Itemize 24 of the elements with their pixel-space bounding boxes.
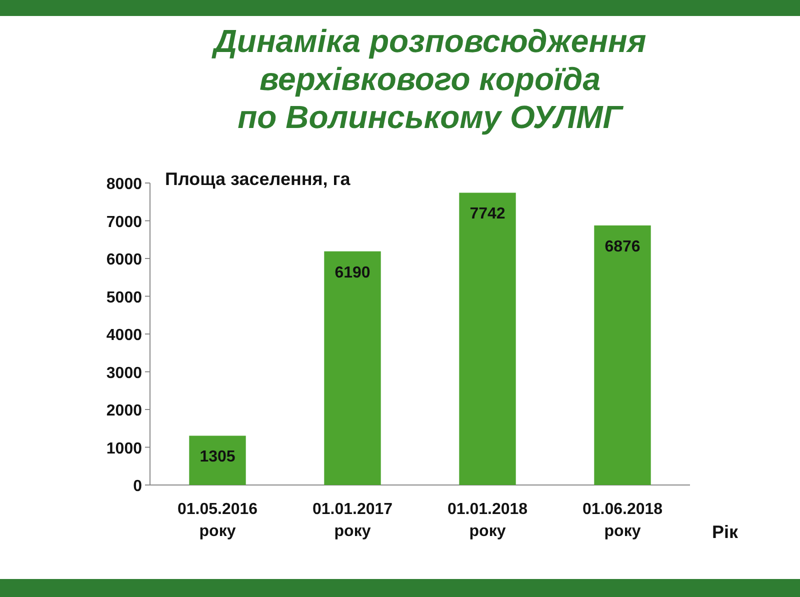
y-tick-label: 0 bbox=[133, 478, 142, 495]
x-tick-label: 01.01.2017 року bbox=[312, 501, 393, 540]
data-label: 6190 bbox=[334, 264, 370, 282]
x-tick-label: 01.06.2018 року bbox=[582, 501, 663, 540]
y-tick-label: 8000 bbox=[106, 176, 142, 193]
x-axis-title: Рік bbox=[712, 522, 740, 542]
bar bbox=[459, 192, 516, 485]
y-tick-label: 6000 bbox=[106, 252, 142, 268]
data-label: 1305 bbox=[200, 448, 236, 466]
y-axis-title: Площа заселення, га bbox=[165, 169, 352, 189]
y-tick-label: 5000 bbox=[106, 289, 142, 306]
y-tick-label: 2000 bbox=[106, 402, 142, 420]
y-tick-label: 3000 bbox=[106, 364, 142, 382]
x-tick-label: 01.01.2018 року bbox=[447, 501, 528, 540]
y-tick-label: 1000 bbox=[106, 440, 142, 458]
y-tick-label: 4000 bbox=[106, 327, 142, 344]
data-label: 7742 bbox=[470, 206, 506, 223]
chart-title: Динаміка розповсюдження верхівкового короїда по Волинському ОУЛМГ bbox=[210, 23, 646, 135]
bar bbox=[189, 436, 246, 485]
x-tick-label: 01.05.2016 року bbox=[177, 501, 258, 540]
bar bbox=[594, 225, 651, 485]
bar bbox=[324, 251, 381, 485]
data-label: 6876 bbox=[604, 238, 640, 256]
y-tick-label: 7000 bbox=[106, 214, 142, 231]
